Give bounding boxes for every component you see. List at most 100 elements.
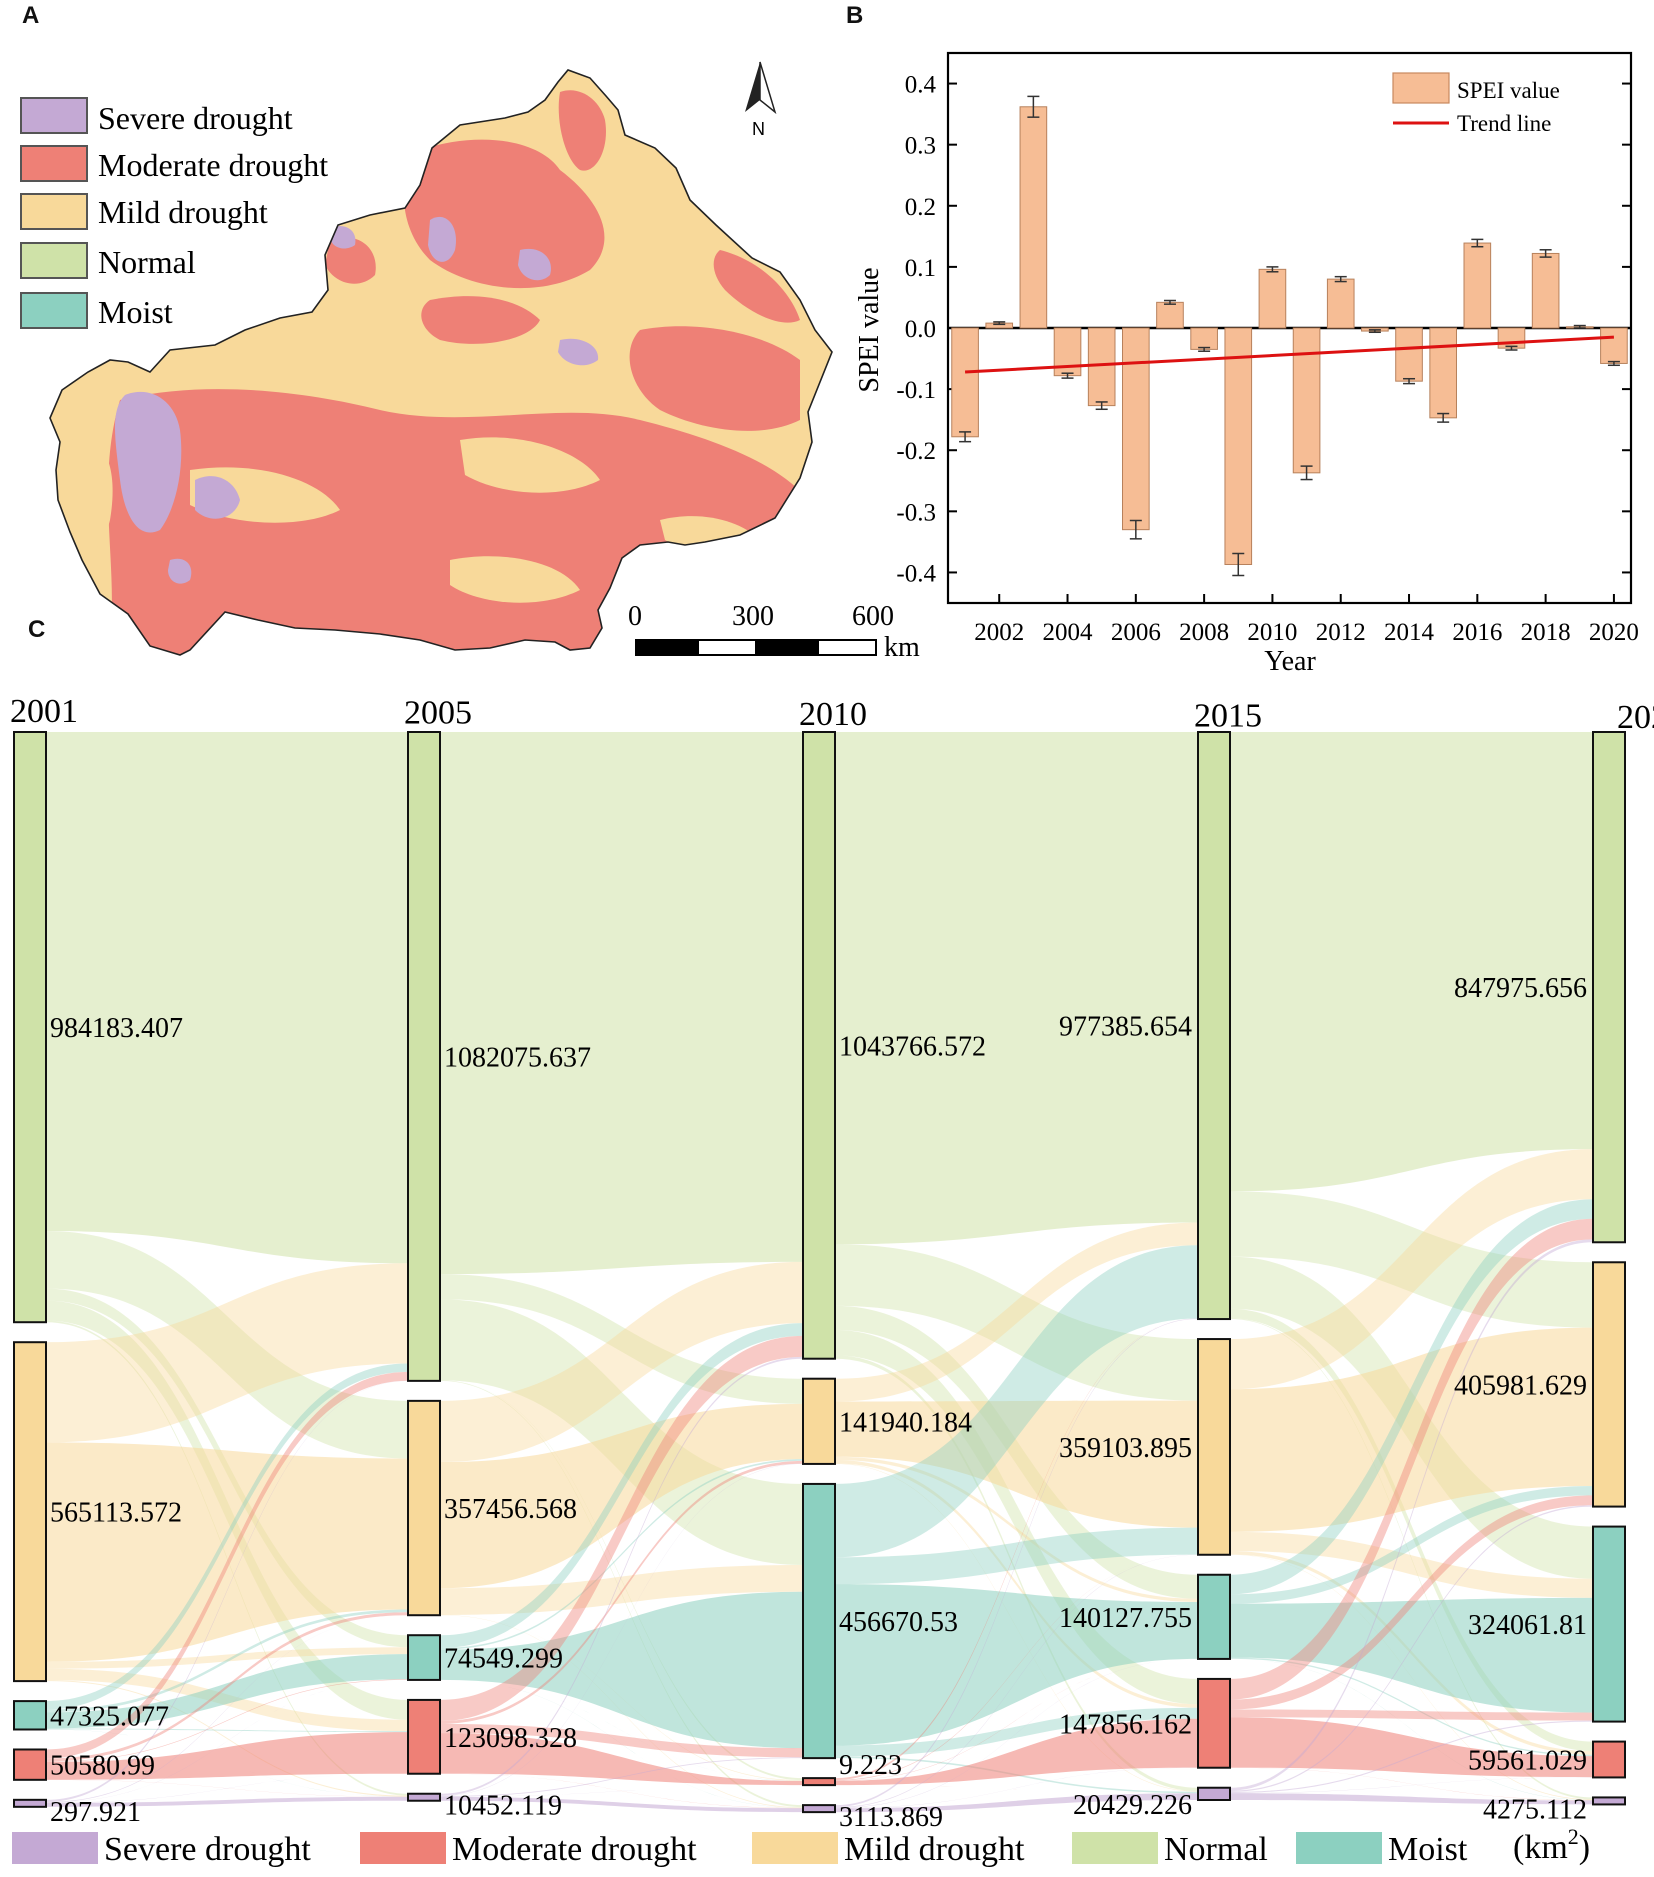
map-legend-item-severe: Severe drought — [20, 97, 293, 136]
flow-moist-to-severe — [1230, 1658, 1593, 1801]
flow-severe-to-normal — [46, 1380, 408, 1802]
flow-mild-to-mild — [46, 1442, 408, 1662]
flow-severe-to-severe — [835, 1793, 1198, 1813]
flow-mild-to-severe — [46, 1680, 408, 1797]
flow-severe-to-normal — [835, 1318, 1198, 1807]
scale-tick-300: 300 — [732, 601, 774, 632]
map-legend-label: Moist — [98, 294, 173, 330]
flow-mild-to-mild — [835, 1400, 1198, 1528]
y-tick-label: -0.3 — [896, 499, 936, 526]
flow-severe-to-moist — [835, 1658, 1198, 1808]
drought-sankey: 984183.407 565113.572 47325.077 50580.99 297… — [10, 693, 1654, 1868]
sankey-legend-label: Severe drought — [104, 1831, 311, 1868]
sankey-legend-label: Moderate drought — [452, 1831, 697, 1868]
north-arrow-icon: N — [745, 61, 777, 139]
node-value-label: 405981.629 — [1454, 1370, 1587, 1401]
panel-c-letter: C — [28, 616, 46, 643]
flow-normal-to-mild — [440, 1274, 803, 1404]
node-2005-moist — [407, 1634, 441, 1681]
spei-bar-2006 — [1122, 327, 1150, 531]
spei-bar-2015 — [1429, 327, 1457, 419]
flow-normal-to-mild — [835, 1244, 1198, 1401]
x-tick-label: 2004 — [1043, 619, 1094, 646]
sankey-legend: Severe drought Moderate drought Mild dro… — [12, 1824, 1590, 1868]
y-tick-label: -0.4 — [896, 560, 936, 587]
flow-mild-to-moderate — [835, 1460, 1198, 1708]
flow-moist-to-moderate — [46, 1728, 408, 1733]
flow-moderate-to-normal — [835, 1318, 1198, 1780]
x-tick-label: 2008 — [1179, 619, 1229, 646]
node-2015-moist — [1197, 1573, 1231, 1660]
node-2010-moist — [802, 1482, 836, 1760]
flow-moderate-to-severe — [835, 1785, 1198, 1794]
flow-moist-to-moist — [835, 1584, 1198, 1746]
flow-moist-to-mild — [440, 1459, 803, 1650]
flow-moist-to-mild — [1230, 1485, 1593, 1604]
flow-normal-to-moderate — [1230, 1308, 1593, 1752]
flow-moist-to-mild — [835, 1527, 1198, 1585]
flow-mild-to-moist — [1230, 1531, 1593, 1598]
flow-mild-to-moist — [46, 1647, 408, 1669]
sankey-legend-item-moist: Moist — [1296, 1831, 1468, 1868]
flow-severe-to-normal — [1230, 1239, 1593, 1791]
node-2020-normal — [1592, 731, 1626, 1244]
flow-moist-to-normal — [1230, 1199, 1593, 1595]
node-value-label: 141940.184 — [839, 1407, 972, 1438]
node-value-label: 20429.226 — [1073, 1790, 1192, 1821]
node-2001-moist — [13, 1700, 47, 1731]
flow-severe-to-mild — [835, 1554, 1198, 1808]
year-header-2001: 2001 — [10, 693, 78, 730]
sankey-legend-item-mild: Mild drought — [752, 1831, 1025, 1868]
spei-bar-2018 — [1531, 252, 1560, 329]
sankey-legend-label: Mild drought — [844, 1831, 1025, 1868]
node-value-label: 147856.162 — [1059, 1709, 1192, 1740]
node-2010-normal — [802, 731, 836, 1360]
flow-moist-to-normal — [835, 1245, 1198, 1558]
node-2005-mild — [407, 1399, 441, 1617]
flow-mild-to-mild — [440, 1403, 803, 1589]
node-value-label: 565113.572 — [50, 1498, 182, 1529]
node-value-label: 74549.299 — [444, 1644, 563, 1675]
flow-severe-to-moderate — [440, 1785, 803, 1797]
flow-mild-to-normal — [46, 1263, 408, 1443]
y-axis-title: SPEI value — [854, 267, 885, 392]
node-value-label: 140127.755 — [1059, 1603, 1192, 1634]
flow-mild-to-mild — [1230, 1327, 1593, 1532]
node-2005-moderate — [407, 1698, 441, 1775]
y-tick-label: -0.2 — [896, 438, 936, 465]
map-legend-item-normal: Normal — [20, 242, 196, 280]
x-tick-label: 2014 — [1384, 619, 1435, 646]
flow-moderate-to-severe — [1230, 1767, 1593, 1801]
flow-severe-to-severe — [440, 1796, 803, 1813]
node-value-label: 1043766.572 — [839, 1031, 986, 1062]
flow-moist-to-moderate — [835, 1707, 1198, 1757]
flow-moist-to-moist — [1230, 1597, 1593, 1713]
y-tick-label: 0.2 — [905, 194, 936, 221]
year-header-2015: 2015 — [1194, 698, 1262, 735]
flow-normal-to-normal — [440, 732, 803, 1275]
flow-moderate-to-severe — [440, 1773, 803, 1809]
node-value-label: 1082075.637 — [444, 1042, 591, 1073]
flow-mild-to-moist — [835, 1456, 1198, 1603]
scale-tick-0: 0 — [628, 601, 642, 632]
y-tick-label: 0.3 — [905, 133, 936, 160]
node-2020-moderate — [1592, 1740, 1626, 1779]
scale-bar: 0 300 600 km — [628, 601, 920, 663]
severe-drought-areas — [115, 216, 599, 584]
flow-normal-to-moderate — [440, 1380, 803, 1781]
spei-bar-2005 — [1087, 327, 1116, 407]
flow-severe-to-moderate — [835, 1767, 1198, 1809]
node-value-label: 984183.407 — [50, 1013, 183, 1044]
map-legend: Severe drought Moderate drought Mild dro… — [20, 97, 328, 330]
flow-moist-to-mild — [46, 1609, 408, 1713]
flow-severe-to-severe — [46, 1796, 408, 1807]
flow-severe-to-moist — [46, 1679, 408, 1803]
node-value-label: 847975.656 — [1454, 973, 1587, 1004]
node-value-label: 50580.99 — [50, 1751, 155, 1782]
node-value-label: 977385.654 — [1059, 1012, 1192, 1043]
node-value-label: 123098.328 — [444, 1723, 577, 1754]
node-2005-severe — [407, 1792, 441, 1802]
sankey-legend-item-moderate: Moderate drought — [360, 1831, 697, 1868]
node-2015-moderate — [1197, 1677, 1231, 1769]
year-header-2005: 2005 — [404, 695, 472, 732]
